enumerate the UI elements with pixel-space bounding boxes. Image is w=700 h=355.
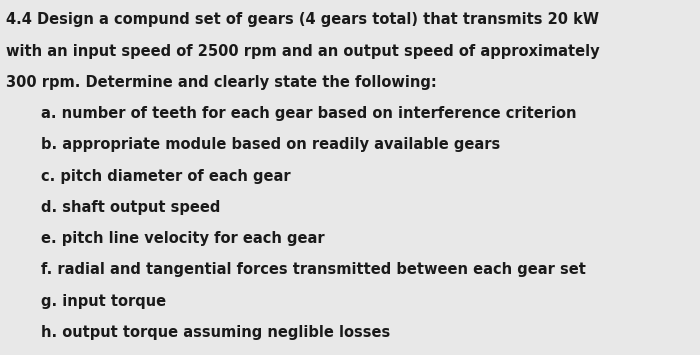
Text: f. radial and tangential forces transmitted between each gear set: f. radial and tangential forces transmit… — [41, 262, 585, 277]
Text: g. input torque: g. input torque — [41, 294, 166, 308]
Text: a. number of teeth for each gear based on interference criterion: a. number of teeth for each gear based o… — [41, 106, 576, 121]
Text: b. appropriate module based on readily available gears: b. appropriate module based on readily a… — [41, 137, 500, 152]
Text: with an input speed of 2500 rpm and an output speed of approximately: with an input speed of 2500 rpm and an o… — [6, 44, 599, 59]
Text: e. pitch line velocity for each gear: e. pitch line velocity for each gear — [41, 231, 324, 246]
Text: 4.4 Design a compund set of gears (4 gears total) that transmits 20 kW: 4.4 Design a compund set of gears (4 gea… — [6, 12, 598, 27]
Text: 300 rpm. Determine and clearly state the following:: 300 rpm. Determine and clearly state the… — [6, 75, 436, 90]
Text: d. shaft output speed: d. shaft output speed — [41, 200, 220, 215]
Text: c. pitch diameter of each gear: c. pitch diameter of each gear — [41, 169, 290, 184]
Text: h. output torque assuming neglible losses: h. output torque assuming neglible losse… — [41, 325, 390, 340]
